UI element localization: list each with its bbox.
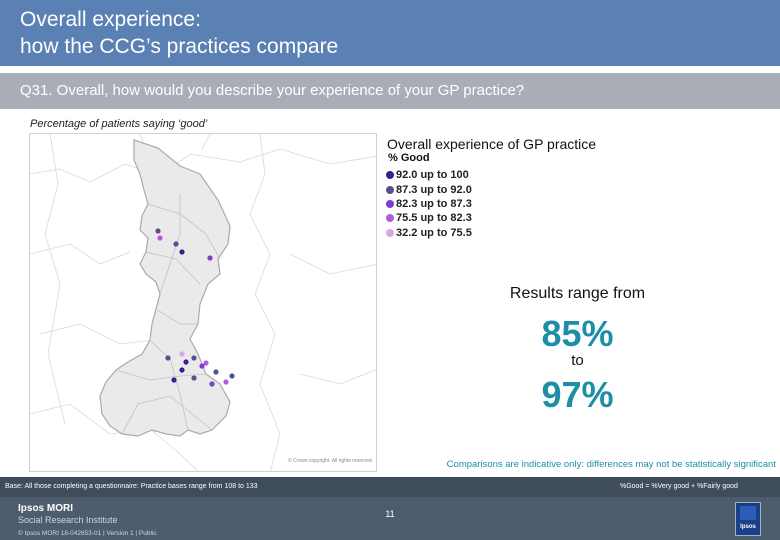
brand-name: Ipsos MORI — [18, 503, 74, 514]
ipsos-logo: Ipsos — [735, 502, 761, 536]
practice-points — [155, 228, 235, 387]
legend-swatch — [386, 185, 394, 194]
practice-point — [179, 351, 185, 357]
practice-point — [173, 241, 179, 247]
practice-point — [199, 363, 205, 369]
results-high: 97% — [541, 374, 614, 415]
map-copyright: © Crown copyright. All rights reserved. — [288, 458, 374, 464]
map-panel: © Crown copyright. All rights reserved. — [29, 133, 377, 472]
legend-swatch — [386, 214, 394, 223]
title-line-2: how the CCG’s practices compare — [20, 35, 339, 58]
practice-point — [213, 369, 219, 375]
page-number: 11 — [385, 509, 395, 519]
practice-point — [229, 373, 235, 379]
legend-item: 75.5 up to 82.3 — [386, 211, 472, 225]
legend-label: 92.0 up to 100 — [396, 169, 469, 182]
legend-label: 87.3 up to 92.0 — [396, 183, 472, 196]
legend-item: 82.3 up to 87.3 — [386, 197, 472, 211]
practice-point — [191, 375, 197, 381]
legend-label: 75.5 up to 82.3 — [396, 212, 472, 225]
practice-point — [207, 255, 213, 261]
practice-point — [171, 377, 177, 383]
results-connector: to — [571, 352, 584, 369]
practice-point — [155, 228, 161, 234]
ccg-boundary — [99, 139, 231, 437]
logo-mark — [740, 506, 756, 520]
map-subtitle: Percentage of patients saying ‘good’ — [30, 118, 208, 130]
practice-point — [183, 359, 189, 365]
legend-subtitle: % Good — [388, 152, 430, 164]
page-title: Overall experience: how the CCG’s practi… — [20, 6, 338, 60]
practice-point — [203, 360, 209, 366]
internal-boundaries — [115, 194, 221, 435]
practice-point — [179, 249, 185, 255]
practice-point — [223, 379, 229, 385]
header-bar: Overall experience: how the CCG’s practi… — [0, 0, 780, 66]
title-line-1: Overall experience: — [20, 8, 201, 31]
legend-label: 82.3 up to 87.3 — [396, 197, 472, 210]
results-low: 85% — [541, 313, 614, 354]
legend: 92.0 up to 100 87.3 up to 92.0 82.3 up t… — [386, 168, 472, 240]
ccg-map — [30, 134, 376, 471]
footer-reference: © Ipsos MORI 18-042653-01 | Version 1 | … — [18, 530, 157, 537]
legend-item: 92.0 up to 100 — [386, 168, 472, 182]
question-text: Q31. Overall, how would you describe you… — [20, 82, 525, 99]
practice-point — [165, 355, 171, 361]
legend-swatch — [386, 199, 394, 208]
brand-subtitle: Social Research Institute — [18, 515, 118, 525]
legend-label: 32.2 up to 75.5 — [396, 226, 472, 239]
practice-point — [209, 381, 215, 387]
legend-item: 87.3 up to 92.0 — [386, 182, 472, 196]
practice-point — [157, 235, 163, 241]
footer: Ipsos MORI Social Research Institute © I… — [0, 497, 780, 540]
comparison-note: Comparisons are indicative only: differe… — [446, 459, 776, 470]
logo-text: Ipsos — [740, 524, 756, 530]
legend-item: 32.2 up to 75.5 — [386, 226, 472, 240]
base-bar: Base: All those completing a questionnai… — [0, 477, 780, 497]
practice-point — [191, 355, 197, 361]
practice-point — [179, 367, 185, 373]
good-definition: %Good = %Very good + %Fairly good — [620, 483, 738, 490]
legend-swatch — [386, 228, 394, 237]
legend-title: Overall experience of GP practice — [387, 136, 597, 152]
legend-swatch — [386, 171, 394, 180]
question-bar: Q31. Overall, how would you describe you… — [0, 73, 780, 109]
results-range-label: Results range from — [509, 285, 646, 302]
base-text: Base: All those completing a questionnai… — [5, 483, 258, 490]
